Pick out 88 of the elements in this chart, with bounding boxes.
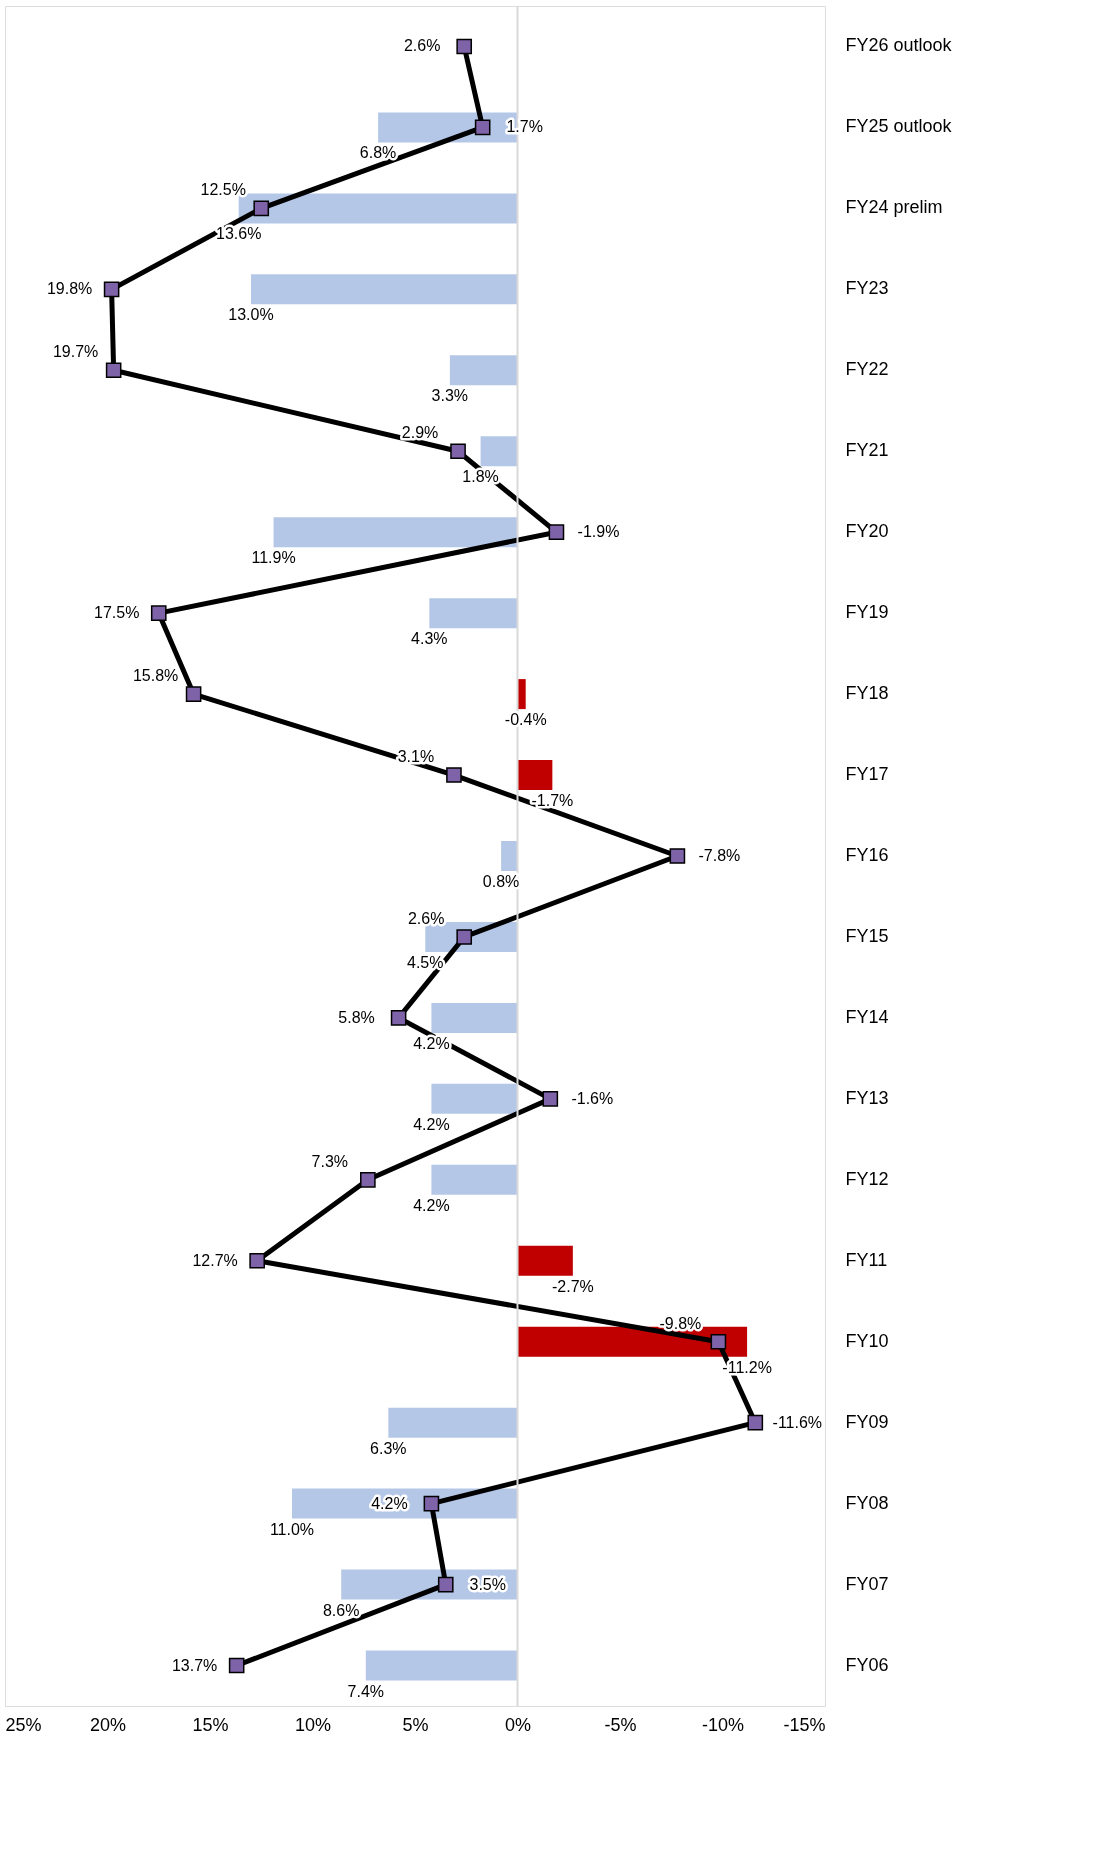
y-tick-label: FY08 [845, 1492, 889, 1513]
data-label: 5.8% [338, 1008, 375, 1026]
y-tick-label: FY14 [845, 1006, 889, 1027]
x-tick-label: 5% [402, 1714, 429, 1735]
data-label: 19.8% [46, 280, 93, 298]
y-tick-label: FY13 [845, 1087, 889, 1108]
point [446, 767, 462, 783]
y-tick-label: FY15 [845, 925, 889, 946]
data-label: -1.7% [531, 792, 574, 810]
data-label: 3.1% [397, 748, 435, 766]
data-label: 15.8% [132, 667, 179, 685]
point [103, 281, 120, 298]
point [249, 1252, 265, 1269]
data-label: 7.3% [311, 1152, 349, 1170]
y-tick-label: FY20 [845, 521, 889, 542]
data-label: -7.8% [698, 847, 741, 864]
data-label: 13.7% [171, 1656, 218, 1674]
data-label: 6.3% [370, 1439, 407, 1457]
data-label: -1.9% [577, 523, 620, 541]
data-label: -11.6% [772, 1413, 823, 1431]
x-tick-label: -15% [783, 1714, 826, 1735]
data-label: 19.7% [52, 343, 99, 361]
point [474, 119, 491, 136]
point [747, 1414, 764, 1431]
y-tick-label: FY16 [845, 845, 889, 865]
data-label: -2.7% [551, 1277, 594, 1295]
x-tick-label: 15% [192, 1714, 229, 1735]
point [105, 362, 122, 379]
point [542, 1091, 559, 1107]
data-label: 1.7% [506, 118, 543, 136]
y-tick-label: FY07 [845, 1573, 889, 1594]
y-tick-label: FY11 [845, 1249, 888, 1270]
y-tick-label: FY21 [845, 440, 889, 461]
point [228, 1657, 245, 1674]
point [456, 929, 473, 945]
data-label: 0.8% [482, 873, 520, 890]
data-label: -0.4% [504, 711, 547, 729]
point [669, 848, 686, 864]
y-tick-label: FY18 [845, 683, 889, 704]
data-label: 12.5% [200, 181, 246, 199]
y-tick-label: FY22 [845, 359, 889, 380]
y-tick-label: FY06 [845, 1654, 889, 1675]
data-label: 12.7% [192, 1251, 238, 1269]
y-tick-label: FY23 [845, 278, 889, 299]
data-label: 4.2% [413, 1115, 450, 1133]
data-label: 4.2% [413, 1196, 450, 1214]
point [423, 1495, 440, 1512]
point [710, 1333, 727, 1350]
x-tick-label: 25% [5, 1714, 42, 1735]
point [456, 38, 473, 55]
data-label: 4.5% [407, 953, 444, 971]
y-tick-label: FY24 prelim [845, 197, 943, 218]
point [150, 605, 167, 621]
y-tick-label: FY25 outlook [845, 116, 953, 137]
data-label: 6.8% [359, 144, 397, 162]
y-tick-label: FY12 [845, 1168, 889, 1189]
x-tick-label: 10% [294, 1714, 332, 1735]
data-label: 13.0% [228, 306, 274, 324]
data-label: 3.5% [469, 1575, 506, 1593]
point [548, 524, 565, 541]
data-label: 4.3% [411, 630, 448, 648]
data-label: 8.6% [322, 1601, 360, 1619]
data-label: 2.6% [403, 37, 441, 55]
y-tick-label: FY09 [845, 1411, 889, 1432]
x-tick-label: -5% [604, 1714, 637, 1735]
y-tick-label: FY17 [845, 764, 889, 785]
y-tick-label: FY19 [845, 602, 889, 623]
x-tick-label: 20% [89, 1714, 127, 1735]
data-label: 2.6% [407, 909, 445, 927]
point [253, 200, 270, 217]
x-tick-label: -10% [701, 1714, 745, 1735]
point [437, 1576, 454, 1593]
y-tick-label: FY10 [845, 1330, 889, 1351]
point [360, 1171, 376, 1188]
point [450, 443, 466, 460]
data-label: 11.9% [251, 549, 296, 567]
data-label: 13.6% [216, 225, 262, 243]
data-label: 17.5% [94, 604, 140, 622]
y-tick-label: FY26 outlook [845, 35, 953, 56]
data-label: -1.6% [571, 1089, 614, 1107]
data-label: 3.3% [431, 387, 469, 405]
x-tick-label: 0% [504, 1714, 532, 1735]
data-label: 7.4% [347, 1682, 385, 1700]
data-label: 11.0% [269, 1520, 315, 1538]
data-label: 4.2% [371, 1494, 408, 1512]
point [390, 1010, 407, 1026]
point [185, 686, 202, 702]
data-label: 2.9% [401, 424, 439, 442]
